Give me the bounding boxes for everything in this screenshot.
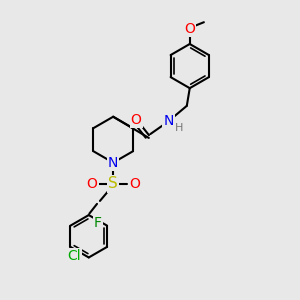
Text: O: O bbox=[131, 113, 142, 127]
Text: F: F bbox=[94, 216, 102, 230]
Text: O: O bbox=[87, 177, 98, 191]
Text: N: N bbox=[164, 114, 174, 128]
Text: H: H bbox=[175, 123, 183, 133]
Text: N: N bbox=[108, 156, 119, 170]
Text: O: O bbox=[184, 22, 195, 36]
Text: Cl: Cl bbox=[67, 249, 81, 263]
Text: S: S bbox=[108, 176, 118, 191]
Text: O: O bbox=[129, 177, 140, 191]
